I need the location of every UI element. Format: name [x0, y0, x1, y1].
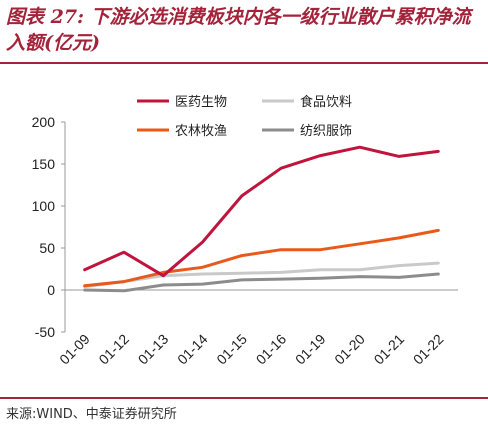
y-tick-label: 0	[47, 282, 55, 298]
chart-title: 图表 27: 下游必选消费板块内各一级行业散户累积净流入额(亿元)	[6, 6, 471, 54]
y-tick-label: 100	[32, 198, 56, 214]
legend-label: 纺织服饰	[300, 124, 352, 139]
x-tick-label: 01-12	[95, 331, 132, 368]
series-line-2	[83, 261, 440, 289]
source-note: 来源:WIND、中泰证券研究所	[6, 407, 177, 422]
series-line-4	[83, 272, 440, 293]
chart-axes: -50 0 50 100 150 200 01-09 01-12 01-13 01-14 01-15…	[32, 114, 458, 367]
x-tick-label: 01-21	[371, 331, 408, 368]
legend-label: 医药生物	[175, 95, 227, 110]
series-line-3	[83, 228, 440, 288]
x-tick-label: 01-13	[135, 331, 172, 368]
y-tick-label: -50	[35, 324, 55, 340]
y-tick-label: 150	[32, 156, 56, 172]
y-tick-label: 50	[39, 240, 55, 256]
x-tick-label: 01-20	[331, 331, 368, 368]
title-divider	[0, 62, 488, 64]
footer-divider	[0, 397, 488, 399]
legend-label: 食品饮料	[300, 94, 352, 110]
x-tick-label: 01-15	[213, 331, 250, 368]
series-layer	[83, 145, 440, 293]
x-tick-label: 01-16	[253, 331, 290, 368]
x-tick-label: 01-09	[56, 331, 93, 368]
series-line-1	[83, 145, 440, 278]
y-tick-label: 200	[32, 114, 56, 130]
legend-label: 农林牧渔	[175, 124, 227, 139]
x-tick-label: 01-22	[410, 331, 447, 368]
x-tick-label: 01-19	[292, 331, 329, 368]
x-tick-label: 01-14	[174, 331, 211, 368]
